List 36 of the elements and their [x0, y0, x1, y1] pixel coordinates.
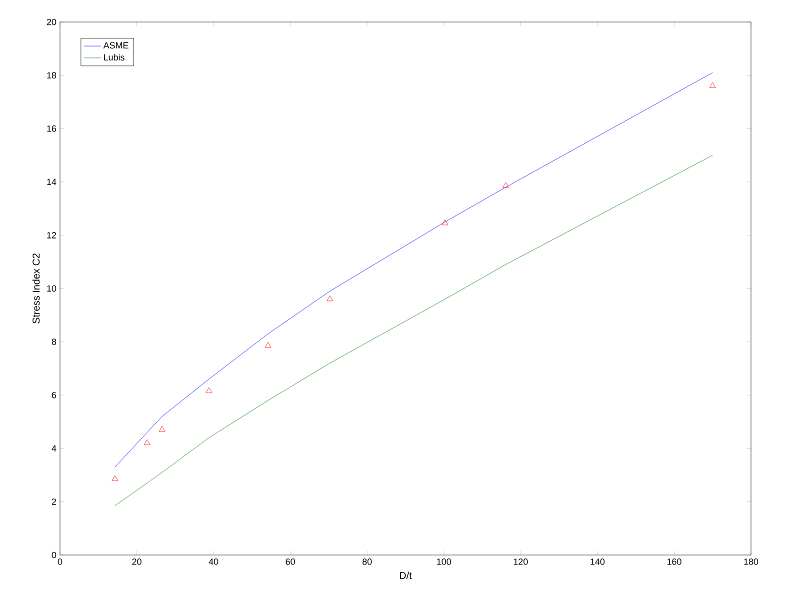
- point: [158, 426, 166, 432]
- y-tick-label: 0: [52, 552, 56, 558]
- y-tick-label: 2: [52, 498, 56, 505]
- point: [206, 387, 212, 394]
- line-series: [114, 72, 713, 468]
- point: [144, 439, 150, 446]
- x-tick-label: 180: [744, 558, 758, 565]
- x-tick-label: 100: [437, 558, 452, 565]
- point: [442, 220, 448, 226]
- y-tick-label: 16: [47, 125, 56, 132]
- y-tick-label: 14: [47, 178, 56, 185]
- y-tick-label: 8: [52, 338, 56, 345]
- line-series: [114, 155, 713, 506]
- legend-label: Lubis: [104, 54, 124, 60]
- x-tick-label: 40: [208, 558, 218, 565]
- legend-label: ASME: [103, 42, 128, 49]
- y-axis-title: Stress Index C2: [32, 254, 40, 324]
- y-tick-label: 4: [52, 445, 56, 452]
- x-tick-label: 160: [667, 558, 682, 565]
- x-tick-label: 120: [514, 558, 528, 565]
- x-axis-title: D/t: [400, 572, 412, 580]
- y-tick-label: 12: [47, 232, 56, 238]
- x-tick-label: 0: [58, 558, 62, 565]
- y-tick-label: 10: [47, 285, 56, 292]
- point: [502, 182, 509, 188]
- point: [326, 295, 334, 302]
- point: [709, 82, 716, 88]
- x-tick-label: 20: [132, 558, 142, 565]
- x-tick-label: 140: [590, 558, 605, 565]
- point: [264, 342, 272, 348]
- x-tick-label: 80: [362, 558, 372, 565]
- x-tick-label: 60: [286, 558, 295, 565]
- point: [112, 475, 118, 481]
- y-tick-label: 20: [46, 18, 56, 26]
- y-tick-label: 18: [47, 72, 56, 78]
- y-tick-label: 6: [52, 392, 56, 398]
